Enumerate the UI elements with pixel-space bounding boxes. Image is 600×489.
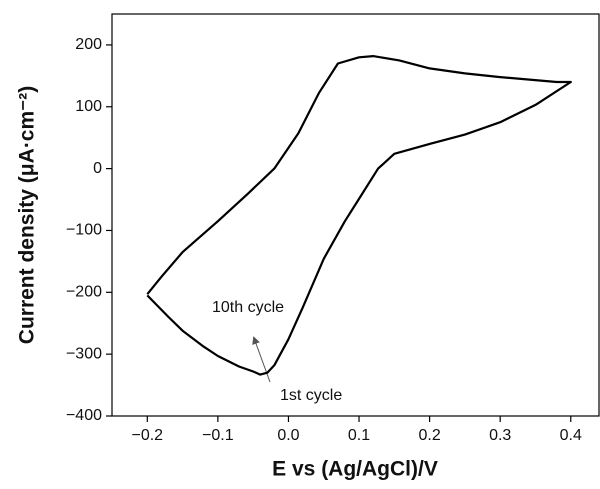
arrow [252,336,271,383]
x-tick-label: 0.1 [348,427,370,444]
y-tick-label: 0 [93,160,102,177]
plot-frame [111,13,600,417]
y-tick-label: −300 [66,345,102,362]
annotation: 1st cycle [280,387,342,404]
x-tick-label: 0.2 [418,427,440,444]
y-tick-label: −200 [66,284,102,301]
y-axis-title: Current density (μA·cm⁻²) [16,86,39,344]
x-tick-label: −0.1 [202,427,234,444]
x-tick-label: 0.3 [489,427,511,444]
x-tick-label: −0.2 [131,427,163,444]
x-tick-label: 0.0 [277,427,299,444]
cv-curve [146,55,572,376]
annotation: 10th cycle [212,299,284,316]
y-tick-label: −100 [66,222,102,239]
x-tick-label: 0.4 [560,427,582,444]
y-tick-label: 100 [75,98,102,115]
y-tick-label: −400 [66,407,102,424]
x-axis-title: E vs (Ag/AgCl)/V [272,458,438,481]
y-tick-label: 200 [75,36,102,53]
